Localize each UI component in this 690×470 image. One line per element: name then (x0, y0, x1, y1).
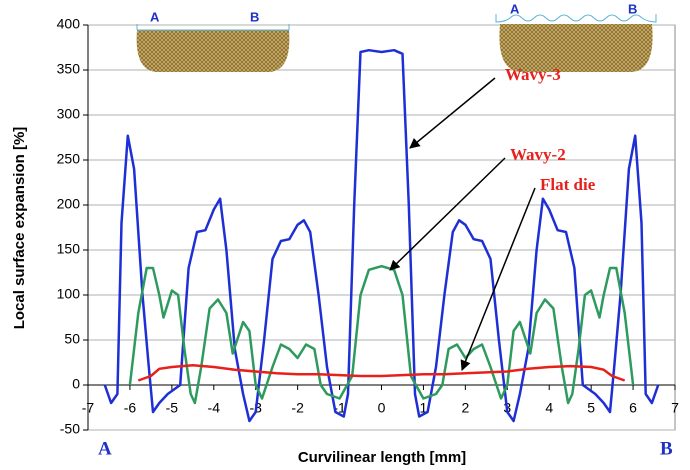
insets: A B A B (137, 1, 656, 72)
x-tick-label: -4 (208, 400, 221, 416)
x-tick-label: 0 (378, 400, 386, 416)
series-line (138, 365, 624, 380)
y-tick-label: 200 (57, 196, 81, 212)
x-tick-label: -5 (166, 400, 179, 416)
y-axis-label: Local surface expansion [%] (11, 127, 28, 330)
inset-label: A (510, 1, 520, 16)
x-tick-label: 2 (461, 400, 469, 416)
inset-label: B (250, 9, 259, 24)
y-tick-label: 50 (64, 331, 80, 347)
x-tick-label: -6 (124, 400, 137, 416)
y-tick-label: 0 (72, 376, 80, 392)
annotation: Wavy-3 (505, 65, 561, 84)
y-tick-label: 300 (57, 106, 81, 122)
plot-area (88, 25, 675, 430)
series-line (130, 266, 633, 403)
y-tick-label: 350 (57, 61, 81, 77)
y-tick-label: 100 (57, 286, 81, 302)
end-label: A (98, 438, 112, 459)
y-tick-label: 150 (57, 241, 81, 257)
x-tick-label: 4 (545, 400, 553, 416)
end-label: B (660, 438, 673, 459)
arrow (410, 78, 495, 148)
inset-label: A (150, 9, 160, 24)
x-tick-label: 7 (671, 400, 679, 416)
x-tick-label: -2 (291, 400, 304, 416)
chart: -50050100150200250300350400-7-6-5-4-3-2-… (0, 0, 690, 470)
y-tick-label: -50 (60, 421, 80, 437)
x-tick-label: -7 (82, 400, 95, 416)
annotation: Wavy-2 (510, 145, 566, 164)
annotation: Flat die (540, 175, 596, 194)
inset-flat (137, 30, 290, 72)
inset-label: B (628, 1, 637, 16)
y-tick-label: 250 (57, 151, 81, 167)
x-tick-label: 5 (587, 400, 595, 416)
y-tick-label: 400 (57, 16, 81, 32)
x-tick-label: 6 (629, 400, 637, 416)
x-axis-label: Curvilinear length [mm] (298, 449, 466, 466)
